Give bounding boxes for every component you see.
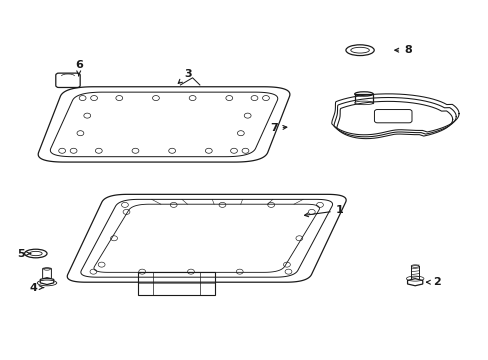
Ellipse shape [354,101,372,105]
Text: 1: 1 [304,206,343,217]
Text: 3: 3 [178,69,192,84]
Text: 8: 8 [394,45,411,55]
Text: 4: 4 [30,283,43,293]
Text: 7: 7 [269,123,286,133]
Text: 2: 2 [426,277,440,287]
Text: 6: 6 [75,60,82,76]
Text: 5: 5 [18,248,31,258]
